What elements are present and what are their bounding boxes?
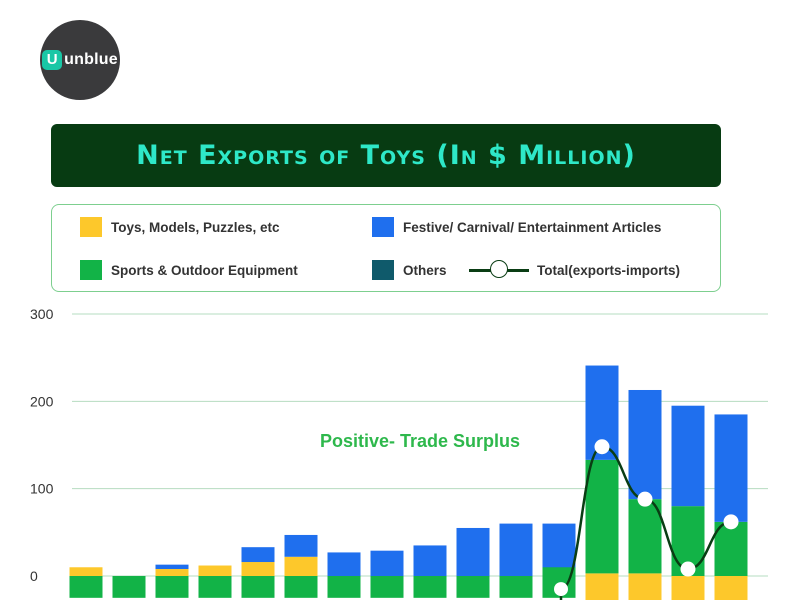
bar-segment-neg bbox=[155, 576, 189, 598]
total-point bbox=[680, 561, 696, 577]
legend-swatch-toys bbox=[80, 217, 102, 237]
chart-legend: Toys, Models, Puzzles, etc Festive/ Carn… bbox=[51, 204, 721, 292]
bar-segment bbox=[284, 534, 318, 557]
bar-segment-neg bbox=[413, 576, 447, 598]
logo-mark: U bbox=[42, 50, 63, 70]
bar-segment bbox=[542, 523, 576, 576]
legend-label-toys: Toys, Models, Puzzles, etc bbox=[111, 219, 280, 235]
bar-segment bbox=[155, 569, 189, 576]
bar-segment bbox=[327, 552, 361, 576]
bar-segment bbox=[155, 564, 189, 570]
bar-segment-neg bbox=[499, 576, 533, 598]
bar-segment bbox=[714, 414, 748, 522]
bar-segment bbox=[585, 573, 619, 576]
chart-title-banner: Net Exports of Toys (In $ Million) bbox=[51, 124, 721, 187]
legend-label-total: Total(exports-imports) bbox=[537, 262, 681, 278]
bar-segment-neg bbox=[456, 576, 490, 598]
legend-item-total: Total(exports-imports) bbox=[469, 260, 680, 280]
total-point bbox=[554, 582, 568, 597]
bar-segment-neg bbox=[284, 576, 318, 598]
legend-swatch-festive bbox=[372, 217, 394, 237]
bar-segment bbox=[628, 499, 662, 574]
total-point bbox=[594, 439, 610, 455]
bar-segment-neg bbox=[241, 576, 275, 598]
bar-segment-neg bbox=[671, 576, 705, 600]
legend-label-festive: Festive/ Carnival/ Entertainment Article… bbox=[403, 219, 662, 235]
legend-item-sports: Sports & Outdoor Equipment bbox=[80, 260, 298, 280]
total-point bbox=[637, 491, 653, 507]
bar-segment bbox=[628, 389, 662, 500]
bar-segment bbox=[499, 523, 533, 576]
chart-title: Net Exports of Toys (In $ Million) bbox=[136, 140, 636, 171]
bar-segment-neg bbox=[112, 576, 146, 598]
legend-swatch-sports bbox=[80, 260, 102, 280]
bar-segment-neg bbox=[370, 576, 404, 598]
total-point bbox=[723, 514, 739, 530]
bar-segment bbox=[413, 545, 447, 576]
bar-segment bbox=[456, 527, 490, 576]
bar-segment bbox=[585, 459, 619, 574]
logo-text: unblue bbox=[64, 51, 118, 68]
legend-item-others: Others bbox=[372, 260, 447, 280]
bar-segment bbox=[284, 556, 318, 576]
bar-segment bbox=[198, 565, 232, 576]
bar-segment bbox=[69, 567, 103, 576]
bar-segment-neg bbox=[327, 576, 361, 598]
unblue-logo: U unblue bbox=[40, 20, 120, 100]
bar-segment-neg bbox=[714, 576, 748, 600]
legend-item-toys: Toys, Models, Puzzles, etc bbox=[80, 217, 280, 237]
bar-segment bbox=[241, 562, 275, 576]
legend-swatch-others bbox=[372, 260, 394, 280]
bar-segment-neg bbox=[69, 576, 103, 598]
y-tick-label: 300 bbox=[30, 306, 54, 322]
bar-segment bbox=[714, 521, 748, 576]
bar-segment bbox=[671, 405, 705, 507]
y-tick-label: 200 bbox=[30, 393, 54, 409]
y-tick-label: 100 bbox=[30, 481, 54, 497]
bar-segment bbox=[542, 567, 576, 576]
annotation-trade-surplus: Positive- Trade Surplus bbox=[320, 431, 520, 451]
bar-segment-neg bbox=[628, 576, 662, 600]
legend-label-others: Others bbox=[403, 262, 447, 278]
legend-label-sports: Sports & Outdoor Equipment bbox=[111, 262, 298, 278]
bar-segment bbox=[628, 573, 662, 576]
legend-line-marker bbox=[469, 260, 529, 280]
y-tick-label: 0 bbox=[30, 568, 38, 584]
bar-segment-neg bbox=[198, 576, 232, 598]
bar-segment bbox=[370, 550, 404, 576]
bar-segment bbox=[241, 547, 275, 563]
legend-item-festive: Festive/ Carnival/ Entertainment Article… bbox=[372, 217, 661, 237]
bar-segment-neg bbox=[585, 576, 619, 600]
